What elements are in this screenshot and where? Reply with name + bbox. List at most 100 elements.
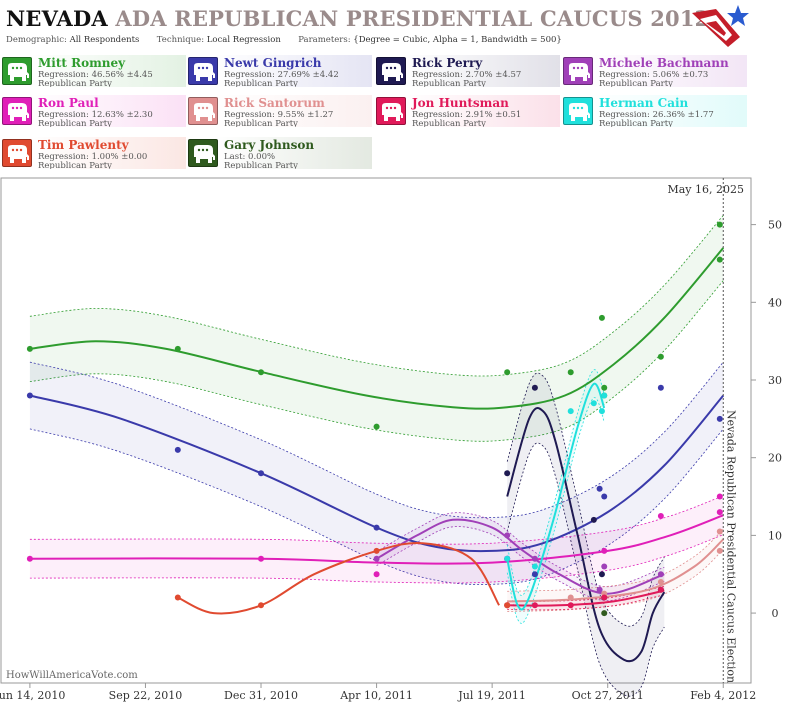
x-tick-label: Oct 27, 2011: [572, 689, 644, 702]
legend-party: Republican Party: [224, 161, 298, 169]
data-point-mitt-romney: [26, 345, 33, 352]
band-upper-herman-cain: [506, 369, 605, 596]
legend-item-ron-paul[interactable]: Ron Paul Regression: 12.63% ±2.30 Republic…: [0, 95, 186, 127]
data-point-michele-bachmann: [373, 555, 380, 562]
legend-stat: Regression: 26.36% ±1.77: [599, 110, 714, 120]
series-line-jon-huntsman: [507, 589, 665, 607]
series-line-rick-santorum: [507, 538, 724, 603]
legend-party: Republican Party: [38, 161, 112, 169]
data-point-rick-perry: [531, 384, 538, 391]
data-point-newt-gingrich: [26, 392, 33, 399]
data-point-michele-bachmann: [596, 586, 603, 593]
band-upper-rick-santorum: [507, 528, 724, 592]
data-point-tim-pawlenty: [504, 602, 511, 609]
legend-name: Newt Gingrich: [224, 56, 322, 70]
legend-name: Ron Paul: [38, 96, 99, 110]
legend-item-gary-johnson[interactable]: Gary Johnson Last: 0.00% Republican Party: [186, 137, 372, 169]
legend-stat: Regression: 27.69% ±4.42: [224, 70, 339, 80]
demographic-value: All Respondents: [69, 35, 140, 45]
data-point-gary-johnson: [601, 610, 608, 617]
data-point-ron-paul: [373, 571, 380, 578]
data-point-tim-pawlenty: [174, 594, 181, 601]
data-point-mitt-romney: [716, 221, 723, 228]
legend-party: Republican Party: [412, 79, 486, 87]
y-tick-label: 0: [772, 607, 779, 620]
data-point-mitt-romney: [601, 384, 608, 391]
legend-item-jon-huntsman[interactable]: Jon Huntsman Regression: 2.91% ±0.51 Repub…: [374, 95, 560, 127]
elephant-icon: [376, 97, 406, 125]
data-point-newt-gingrich: [258, 470, 265, 477]
x-tick-label: Jul 19, 2011: [457, 689, 526, 702]
band-upper-rick-perry: [506, 372, 665, 627]
x-tick-label: Jun 14, 2010: [0, 689, 65, 702]
legend-item-tim-pawlenty[interactable]: Tim Pawlenty Regression: 1.00% ±0.00 Repub…: [0, 137, 186, 169]
data-point-newt-gingrich: [657, 384, 664, 391]
data-point-herman-cain: [590, 400, 597, 407]
event-label: Nevada Republican Presidential Caucus El…: [724, 410, 737, 683]
data-point-ron-paul: [657, 512, 664, 519]
legend-name: Herman Cain: [599, 96, 689, 110]
legend-name: Rick Perry: [412, 56, 483, 70]
legend-party: Republican Party: [38, 79, 112, 87]
elephant-icon: [563, 97, 593, 125]
data-point-ron-paul: [258, 555, 265, 562]
legend-name: Gary Johnson: [224, 138, 315, 152]
band-upper-ron-paul: [29, 495, 724, 545]
band-rick-santorum: [507, 529, 724, 612]
legend-item-herman-cain[interactable]: Herman Cain Regression: 26.36% ±1.77 Repub…: [561, 95, 747, 127]
x-tick-label: Feb 4, 2012: [690, 689, 756, 702]
site-logo: [692, 5, 749, 47]
band-ron-paul: [29, 495, 724, 583]
data-point-mitt-romney: [504, 369, 511, 376]
technique-value: Local Regression: [206, 35, 281, 45]
band-lower-ron-paul: [29, 534, 724, 584]
data-point-newt-gingrich: [716, 415, 723, 422]
legend-party: Republican Party: [599, 79, 673, 87]
data-point-ron-paul: [716, 493, 723, 500]
data-point-mitt-romney: [174, 345, 181, 352]
data-point-tim-pawlenty: [373, 547, 380, 554]
band-lower-rick-santorum: [507, 549, 724, 612]
data-point-jon-huntsman: [567, 602, 574, 609]
data-point-mitt-romney: [258, 369, 265, 376]
band-lower-rick-perry: [506, 442, 665, 697]
legend-item-rick-santorum[interactable]: Rick Santorum Regression: 9.55% ±1.27 Repu…: [186, 95, 372, 127]
legend-item-mitt-romney[interactable]: Mitt Romney Regression: 46.56% ±4.45 Repub…: [0, 55, 186, 87]
legend-name: Jon Huntsman: [412, 96, 509, 110]
elephant-icon: [188, 57, 218, 85]
data-point-rick-santorum: [716, 547, 723, 554]
series-line-mitt-romney: [29, 247, 725, 410]
legend-stat: Regression: 5.06% ±0.73: [599, 70, 709, 80]
data-point-herman-cain: [567, 408, 574, 415]
elephant-icon: [188, 97, 218, 125]
x-tick-label: Apr 10, 2011: [339, 689, 413, 702]
y-tick-label: 10: [768, 529, 782, 542]
legend-stat: Regression: 12.63% ±2.30: [38, 110, 153, 120]
legend-name: Rick Santorum: [224, 96, 325, 110]
elephant-icon: [376, 57, 406, 85]
technique-label: Technique:: [156, 35, 205, 45]
data-point-ron-paul: [601, 547, 608, 554]
data-point-mitt-romney: [716, 256, 723, 263]
band-jon-huntsman: [507, 586, 665, 610]
y-tick-label: 50: [768, 219, 782, 232]
legend-party: Republican Party: [224, 79, 298, 87]
y-tick-label: 20: [768, 452, 782, 465]
data-point-rick-santorum: [657, 579, 664, 585]
legend-item-michele-bachmann[interactable]: Michele Bachmann Regression: 5.06% ±0.73 R…: [561, 55, 747, 87]
data-point-michele-bachmann: [504, 532, 511, 539]
legend-item-newt-gingrich[interactable]: Newt Gingrich Regression: 27.69% ±4.42 Rep…: [186, 55, 372, 87]
plot-frame: [0, 177, 752, 684]
series-line-herman-cain: [506, 382, 606, 611]
data-point-newt-gingrich: [174, 446, 181, 453]
legend-name: Michele Bachmann: [599, 56, 729, 70]
elephant-icon: [2, 139, 32, 167]
data-point-michele-bachmann: [601, 563, 608, 570]
series-line-tim-pawlenty: [177, 541, 500, 615]
data-point-herman-cain: [601, 392, 608, 399]
band-herman-cain: [507, 369, 605, 624]
data-point-michele-bachmann: [657, 571, 664, 578]
legend-item-rick-perry[interactable]: Rick Perry Regression: 2.70% ±4.57 Republi…: [374, 55, 560, 87]
data-point-mitt-romney: [373, 423, 380, 430]
legend-stat: Regression: 9.55% ±1.27: [224, 110, 334, 120]
